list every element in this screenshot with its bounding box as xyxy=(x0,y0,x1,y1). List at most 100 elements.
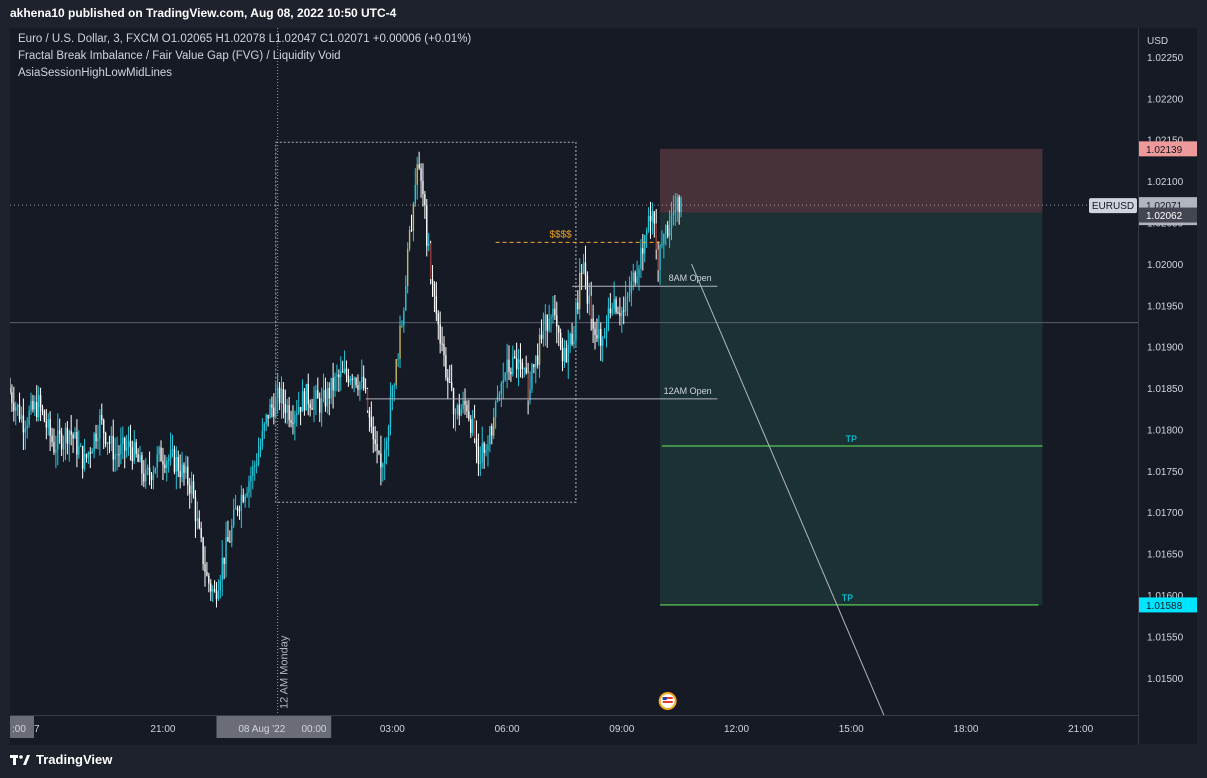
candle-body xyxy=(678,196,680,212)
candle-body xyxy=(223,557,225,564)
candle-body xyxy=(278,387,281,404)
candle-body xyxy=(590,295,592,319)
candle-body xyxy=(634,272,636,283)
candle-body xyxy=(418,164,420,169)
us-flag-event-icon[interactable] xyxy=(658,692,677,710)
candle-body xyxy=(148,467,151,475)
take-profit-1-label: TP xyxy=(845,434,857,444)
candle-body xyxy=(183,464,185,473)
time-tick-label: 15:00 xyxy=(839,724,864,735)
candle-body xyxy=(359,382,361,390)
symbol-legend[interactable]: Euro / U.S. Dollar, 3, FXCM O1.02065 H1.… xyxy=(18,33,472,45)
candle-body xyxy=(53,442,55,453)
candle-body xyxy=(68,430,70,444)
candle-body xyxy=(508,359,510,372)
candle-body xyxy=(236,507,239,511)
candle-body xyxy=(213,589,216,591)
candle-body xyxy=(242,494,244,502)
candle-body xyxy=(353,378,355,380)
indicator-legend-asia-session[interactable]: AsiaSessionHighLowMidLines xyxy=(18,67,173,79)
candle-body xyxy=(647,216,650,231)
candle-body xyxy=(431,279,434,284)
candle-body xyxy=(185,466,187,473)
time-axis[interactable]: :00 7 21:00 08 Aug '22 00:00 03:00 06:00 09:00 1… xyxy=(10,715,1138,745)
price-tick-label: 1.01850 xyxy=(1147,384,1184,395)
candle-body xyxy=(676,196,678,211)
price-tick-label: 1.01800 xyxy=(1147,425,1184,436)
candle-body xyxy=(680,198,682,212)
candle-body xyxy=(384,449,386,464)
candle-body xyxy=(124,437,126,451)
entry-price-tag: 1.02062 xyxy=(1146,211,1183,222)
candle-body xyxy=(506,359,508,374)
stop-loss-zone[interactable] xyxy=(660,148,1043,213)
candle-body xyxy=(642,248,644,254)
candle-body xyxy=(143,473,145,482)
candle-body xyxy=(20,415,23,420)
candle-body xyxy=(276,387,279,397)
candle-body xyxy=(269,404,271,419)
candle-body xyxy=(145,468,147,482)
candle-body xyxy=(198,518,200,529)
price-tick-label: 1.02000 xyxy=(1147,260,1184,271)
stop-price-tag: 1.02139 xyxy=(1146,145,1183,156)
candle-body xyxy=(420,168,422,181)
candle-body xyxy=(485,450,487,453)
candle-body xyxy=(41,407,44,412)
candle-body xyxy=(481,443,483,463)
candle-body xyxy=(410,229,413,231)
price-axis[interactable]: USD1.022501.022001.021501.021001.020501.… xyxy=(1138,28,1197,744)
candle-body xyxy=(129,440,132,448)
candle-body xyxy=(655,223,657,250)
candle-body xyxy=(39,395,42,408)
open-8am-label: 8AM Open xyxy=(669,273,712,283)
candle-body xyxy=(607,308,610,331)
candle-body xyxy=(456,405,459,414)
candle-body xyxy=(252,466,254,476)
candle-body xyxy=(491,426,493,436)
candle-body xyxy=(10,388,11,393)
candle-body xyxy=(435,296,438,314)
candle-body xyxy=(313,398,315,410)
candle-body xyxy=(426,205,428,246)
candle-body xyxy=(267,414,269,419)
candle-body xyxy=(362,376,365,389)
candle-body xyxy=(556,315,558,327)
candle-body xyxy=(582,262,585,274)
candle-body xyxy=(150,474,153,481)
tradingview-brand-label: TradingView xyxy=(36,752,113,767)
candle-body xyxy=(521,362,524,369)
time-tick-label: 09:00 xyxy=(609,724,634,735)
candle-body xyxy=(93,433,95,451)
projection-line[interactable] xyxy=(691,263,886,715)
candle-body xyxy=(265,414,267,424)
candle-body xyxy=(72,434,74,439)
candle-body xyxy=(563,348,566,362)
tradingview-brand[interactable]: TradingView xyxy=(10,752,112,767)
chart-plot[interactable]: 12 AM Monday 8AM Open 12AM Open $$$$ TP TP E… xyxy=(10,28,1138,715)
price-tick-label: 1.02250 xyxy=(1147,53,1184,64)
indicator-legend-fvg[interactable]: Fractal Break Imbalance / Fair Value Gap… xyxy=(18,50,341,62)
candle-body xyxy=(315,390,317,399)
candle-body xyxy=(30,400,32,411)
candle-body xyxy=(659,245,661,271)
candle-body xyxy=(617,312,619,314)
candle-body xyxy=(55,449,57,453)
candle-body xyxy=(577,302,579,310)
candle-body xyxy=(567,344,569,363)
candle-body xyxy=(288,405,290,421)
candle-body xyxy=(154,467,157,473)
open-12am-label: 12AM Open xyxy=(664,386,712,396)
candle-body xyxy=(649,216,652,222)
candle-body xyxy=(579,272,581,310)
candle-body xyxy=(37,395,40,418)
candle-body xyxy=(234,507,237,510)
chart-pane[interactable]: 12 AM Monday 8AM Open 12AM Open $$$$ TP TP E… xyxy=(10,28,1138,715)
candle-body xyxy=(403,310,405,326)
candle-body xyxy=(171,449,174,451)
candle-body xyxy=(202,537,204,565)
candle-body xyxy=(502,379,504,384)
profit-target-zone[interactable] xyxy=(660,212,1043,605)
candle-body xyxy=(57,430,59,450)
candle-body xyxy=(636,276,638,283)
